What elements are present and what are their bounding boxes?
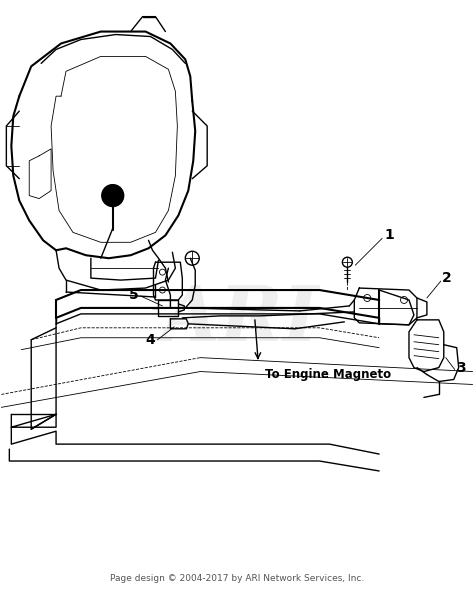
Text: 5: 5 [129,288,138,302]
Text: 1: 1 [384,228,394,242]
Text: 3: 3 [456,361,465,375]
Text: To Engine Magneto: To Engine Magneto [265,368,391,381]
Text: Page design © 2004-2017 by ARI Network Services, Inc.: Page design © 2004-2017 by ARI Network S… [110,574,364,583]
Text: ARI: ARI [161,283,319,357]
Text: 4: 4 [146,333,155,347]
Text: 2: 2 [442,271,452,285]
Circle shape [102,184,124,206]
